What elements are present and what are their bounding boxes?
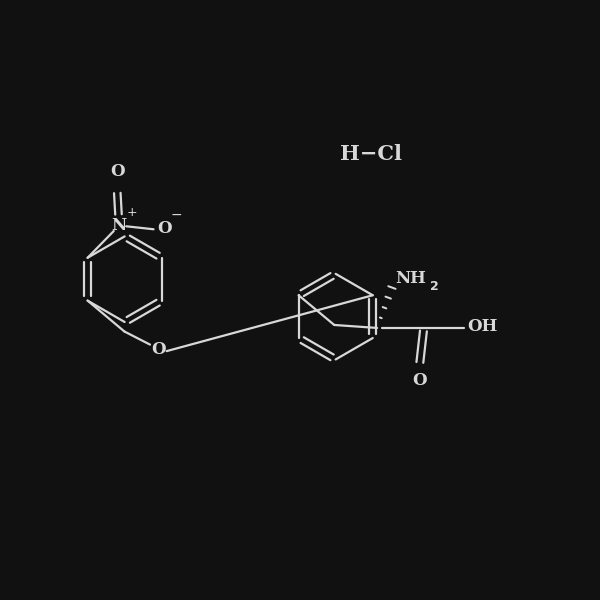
Text: O: O bbox=[413, 372, 427, 389]
Text: O: O bbox=[152, 341, 166, 358]
Text: −: − bbox=[170, 208, 182, 222]
Text: NH: NH bbox=[395, 269, 427, 287]
Text: +: + bbox=[126, 206, 137, 218]
Text: 2: 2 bbox=[430, 280, 439, 293]
Text: O: O bbox=[157, 220, 172, 236]
Text: O: O bbox=[110, 163, 125, 180]
Text: N: N bbox=[111, 217, 126, 233]
Text: H−Cl: H−Cl bbox=[340, 145, 403, 164]
Text: OH: OH bbox=[467, 318, 498, 335]
